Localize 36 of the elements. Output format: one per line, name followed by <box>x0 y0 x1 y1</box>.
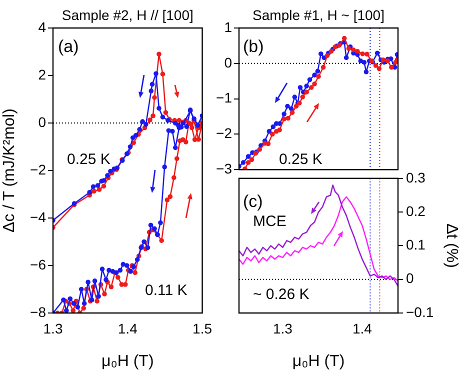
y2-tick-label: −0.1 <box>406 304 434 320</box>
y2-tick-label: 0.3 <box>406 169 426 186</box>
y-tick-label: 0 <box>38 114 46 130</box>
y-tick-label: 1 <box>224 18 232 35</box>
y-tick-label: −6 <box>30 256 46 272</box>
x-axis-title: μ₀H (T) <box>101 352 154 370</box>
y-tick-label: −1 <box>216 90 232 106</box>
x-tick-label: 1.4 <box>352 320 372 336</box>
y-tick-label: −3 <box>216 160 232 176</box>
chart-title: Sample #1, H ~ [100] <box>252 7 384 23</box>
annotation: ~ 0.26 K <box>253 286 310 303</box>
y2-axis-title: Δt (%) <box>442 223 460 268</box>
y-tick-label: 0 <box>224 54 232 70</box>
annotation: (a) <box>58 37 79 56</box>
y-tick-label: −8 <box>30 304 46 320</box>
y-tick-label: 4 <box>38 18 46 35</box>
annotation: 0.25 K <box>67 151 110 168</box>
y2-tick-label: 0.1 <box>406 236 426 253</box>
x-tick-label: 1.4 <box>118 320 138 336</box>
annotation: 0.25 K <box>279 151 322 168</box>
chart-title: Sample #2, H // [100] <box>62 7 194 23</box>
y-tick-label: −4 <box>30 208 46 225</box>
annotation: (b) <box>243 37 264 56</box>
x-tick-label: 1.3 <box>272 320 293 336</box>
y-tick-label: 2 <box>38 66 46 82</box>
x-axis-title: μ₀H (T) <box>292 352 345 370</box>
y2-tick-label: 0 <box>406 270 414 286</box>
annotation: 0.11 K <box>145 282 188 299</box>
annotation: (c) <box>243 192 263 211</box>
y-tick-label: −2 <box>216 125 232 142</box>
y-axis-title: Δc / T (mJ/K²mol) <box>1 108 18 232</box>
annotation: MCE <box>253 213 286 230</box>
x-tick-label: 1.5 <box>192 320 212 336</box>
x-tick-label: 1.3 <box>43 320 63 336</box>
y2-tick-label: 0.2 <box>406 202 426 219</box>
y-tick-label: −2 <box>30 161 46 178</box>
